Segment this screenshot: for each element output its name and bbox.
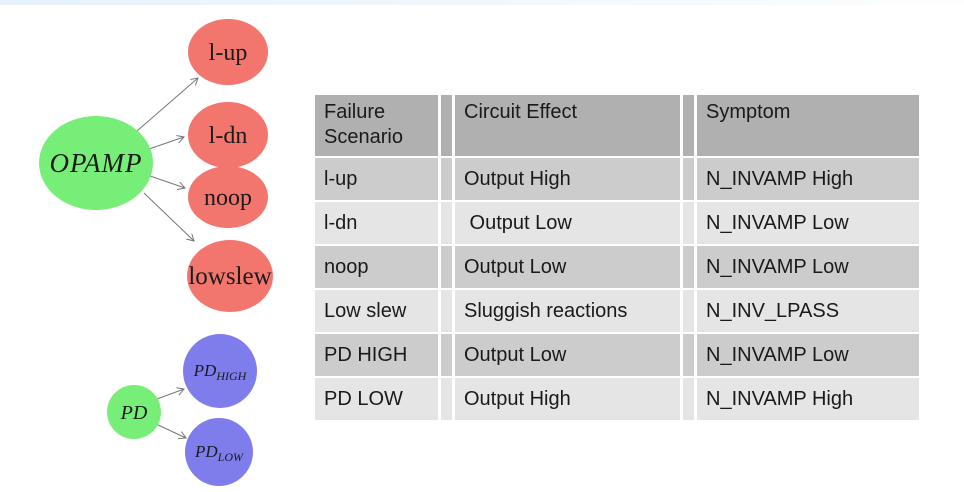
symptom-cell: N_INVAMP High — [697, 158, 919, 200]
header-spacer — [441, 95, 452, 156]
table-row-lup: l-up Output High N_INVAMP High — [315, 158, 919, 200]
node-lup — [188, 19, 268, 85]
node-lowslew-label: lowslew — [188, 263, 271, 290]
node-noop — [188, 166, 268, 228]
scenario-cell: PD LOW — [315, 378, 438, 420]
effect-cell: Output High — [455, 158, 680, 200]
symptom-cell: N_INVAMP Low — [697, 202, 919, 244]
node-noop-label: noop — [204, 185, 252, 211]
node-pdhigh — [183, 334, 257, 408]
node-opamp — [39, 116, 153, 210]
node-opamp-label: OPAMP — [50, 148, 143, 178]
spacer-cell — [683, 378, 694, 420]
header-failure-scenario: Failure Scenario — [315, 95, 438, 156]
table-row-ldn: l-dn Output Low N_INVAMP Low — [315, 202, 919, 244]
symptom-cell: N_INVAMP Low — [697, 246, 919, 288]
symptom-cell: N_INVAMP Low — [697, 334, 919, 376]
header-circuit-effect: Circuit Effect — [455, 95, 680, 156]
edge-pd-pdlow — [155, 423, 186, 438]
edge-pd-pdhigh — [156, 389, 184, 400]
node-lup-label: l-up — [209, 40, 248, 66]
effect-cell: Sluggish reactions — [455, 290, 680, 332]
node-ldn — [188, 102, 268, 168]
header-spacer — [683, 95, 694, 156]
scenario-cell: l-up — [315, 158, 438, 200]
effect-cell: Output High — [455, 378, 680, 420]
node-pdlow-label: PDLOW — [194, 442, 244, 464]
node-ldn-label: l-dn — [209, 123, 248, 149]
spacer-cell — [441, 378, 452, 420]
table-header-row: Failure Scenario Circuit Effect Symptom — [315, 95, 919, 156]
edge-opamp-lowslew — [143, 192, 194, 241]
table-row-pdhigh: PD HIGH Output Low N_INVAMP Low — [315, 334, 919, 376]
spacer-cell — [683, 334, 694, 376]
fault-tree-diagram: OPAMP l-up l-dn noop lowslew PD PDHIGH P… — [39, 19, 273, 486]
spacer-cell — [441, 246, 452, 288]
spacer-cell — [683, 290, 694, 332]
node-pdhigh-label: PDHIGH — [193, 361, 248, 383]
node-pd-label: PD — [120, 402, 148, 424]
node-pdlow — [185, 418, 253, 486]
scenario-cell: PD HIGH — [315, 334, 438, 376]
failure-scenario-table: Failure Scenario Circuit Effect Symptom … — [312, 93, 922, 422]
spacer-cell — [683, 202, 694, 244]
scenario-cell: l-dn — [315, 202, 438, 244]
spacer-cell — [441, 334, 452, 376]
effect-cell: Output Low — [455, 246, 680, 288]
edge-opamp-lup — [136, 78, 198, 132]
node-pd — [107, 385, 161, 439]
table-row-lowslew: Low slew Sluggish reactions N_INV_LPASS — [315, 290, 919, 332]
header-symptom: Symptom — [697, 95, 919, 156]
effect-cell: Output Low — [455, 202, 680, 244]
edge-opamp-noop — [149, 175, 185, 188]
table-row-pdlow: PD LOW Output High N_INVAMP High — [315, 378, 919, 420]
spacer-cell — [441, 290, 452, 332]
scenario-cell: Low slew — [315, 290, 438, 332]
effect-cell: Output Low — [455, 334, 680, 376]
scenario-cell: noop — [315, 246, 438, 288]
table-row-noop: noop Output Low N_INVAMP Low — [315, 246, 919, 288]
opamp-tree-edges — [136, 78, 198, 241]
spacer-cell — [683, 246, 694, 288]
node-lowslew — [187, 240, 273, 312]
symptom-cell: N_INV_LPASS — [697, 290, 919, 332]
symptom-cell: N_INVAMP High — [697, 378, 919, 420]
pd-tree-edges — [155, 389, 186, 438]
top-edge-strip — [0, 0, 964, 5]
edge-opamp-ldn — [148, 137, 184, 150]
spacer-cell — [683, 158, 694, 200]
spacer-cell — [441, 158, 452, 200]
spacer-cell — [441, 202, 452, 244]
